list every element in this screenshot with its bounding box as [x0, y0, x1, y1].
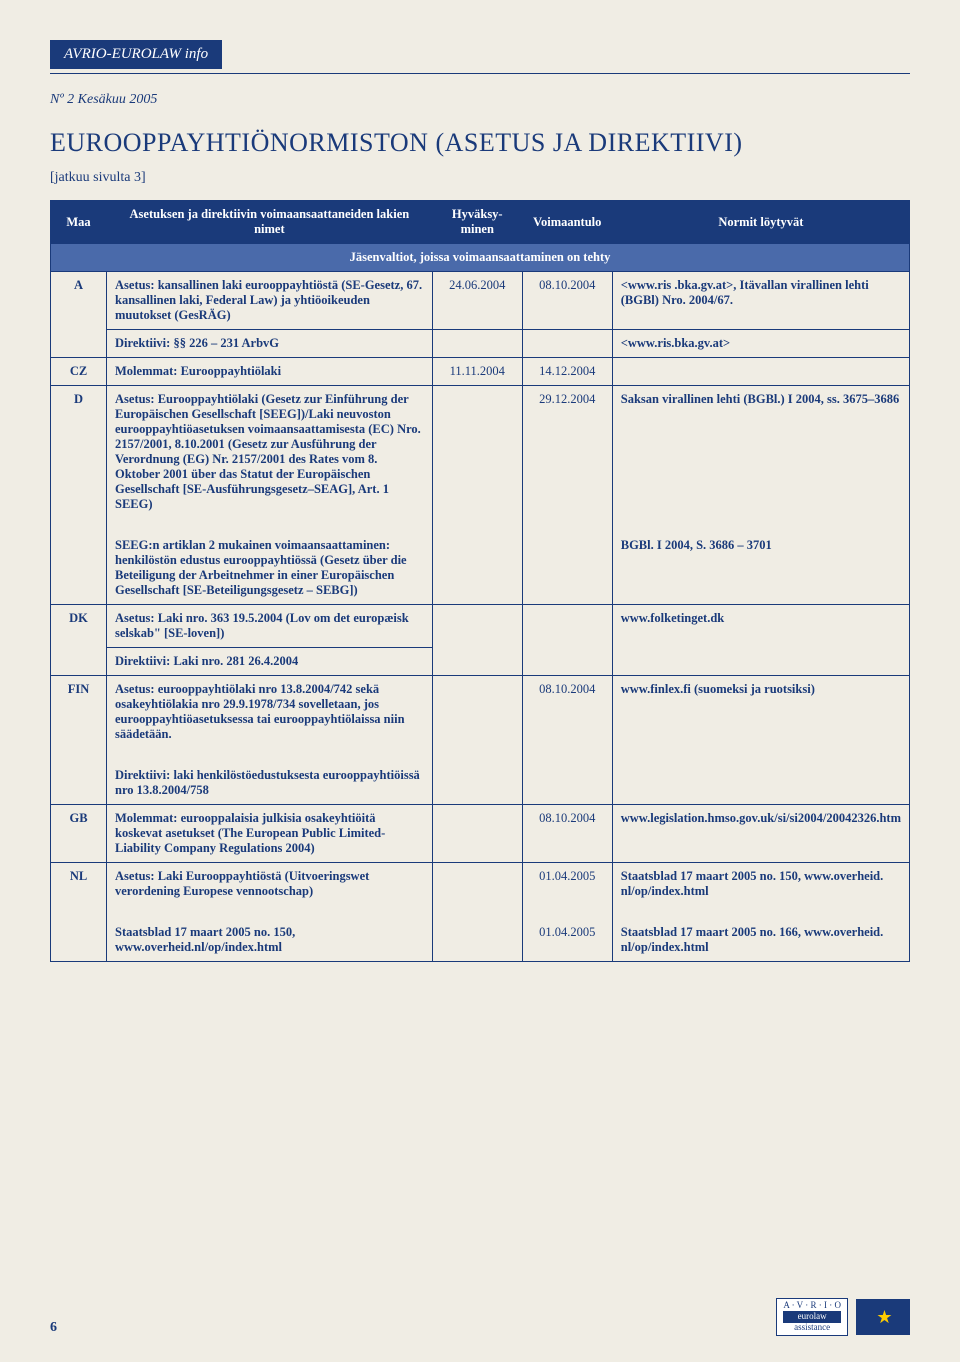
cell-norm: <www.ris.bka.gv.at> — [612, 330, 909, 358]
row-GB: GB Molemmat: eurooppalaisia julkisia osa… — [51, 805, 910, 863]
cell-d1 — [432, 863, 522, 906]
cell-text: Asetus: Eurooppayhtiölaki (Gesetz zur Ei… — [107, 386, 433, 519]
cell-d2: 01.04.2005 — [522, 863, 612, 906]
row-D-asetus: D Asetus: Eurooppayhtiölaki (Gesetz zur … — [51, 386, 910, 519]
cell-d2: 08.10.2004 — [522, 676, 612, 805]
cell-maa: GB — [51, 805, 107, 863]
cell-norm: <www.ris .bka.gv.at>, Itävallan virallin… — [612, 272, 909, 330]
cell-maa: D — [51, 386, 107, 605]
cell-d1 — [432, 805, 522, 863]
th-voimaantulo: Voimaantulo — [522, 201, 612, 244]
cell-norm: Staatsblad 17 maart 2005 no. 166, www.ov… — [612, 919, 909, 962]
cell-d2: 08.10.2004 — [522, 805, 612, 863]
cell-norm: BGBl. I 2004, S. 3686 – 3701 — [612, 532, 909, 605]
row-NL-asetus: NL Asetus: Laki Eurooppayhtiöstä (Uitvoe… — [51, 863, 910, 906]
footer-logos: A · V · R · I · O eurolaw assistance ★ — [776, 1298, 910, 1336]
cell-norm: Staatsblad 17 maart 2005 no. 150, www.ov… — [612, 863, 909, 906]
cell-text: SEEG:n artiklan 2 mukainen voimaansaatta… — [107, 532, 433, 605]
cell-maa: A — [51, 272, 107, 358]
cell-text: Asetus: eurooppayhtiölaki nro 13.8.2004/… — [107, 676, 433, 749]
continued-note: [jatkuu sivulta 3] — [50, 170, 910, 186]
cell-norm: www.legislation.hmso.gov.uk/si/si2004/20… — [612, 805, 909, 863]
cell-text: Staatsblad 17 maart 2005 no. 150, www.ov… — [107, 919, 433, 962]
logo-line: assistance — [783, 1323, 841, 1333]
th-maa: Maa — [51, 201, 107, 244]
logo-line: A · V · R · I · O — [783, 1301, 841, 1311]
avrio-logo: A · V · R · I · O eurolaw assistance — [776, 1298, 848, 1336]
cell-d2 — [522, 330, 612, 358]
row-A-direktiivi: Direktiivi: §§ 226 – 231 ArbvG <www.ris.… — [51, 330, 910, 358]
row-DK-asetus: DK Asetus: Laki nro. 363 19.5.2004 (Lov … — [51, 605, 910, 648]
cell-d1 — [432, 330, 522, 358]
cell-norm: www.finlex.fi (suomeksi ja ruotsiksi) — [612, 676, 909, 805]
cell-d2 — [522, 605, 612, 676]
th-subhead: Jäsenvaltiot, joissa voimaansaattaminen … — [51, 244, 910, 272]
cell-text: Molemmat: Eurooppayhtiölaki — [107, 358, 433, 386]
cell-d2: 08.10.2004 — [522, 272, 612, 330]
cell-maa: CZ — [51, 358, 107, 386]
cell-d2: 29.12.2004 — [522, 386, 612, 519]
cell-text: Direktiivi: laki henkilöstöedustuksesta … — [107, 762, 433, 805]
cell-maa: DK — [51, 605, 107, 676]
cell-d2: 01.04.2005 — [522, 919, 612, 962]
cell-d1: 24.06.2004 — [432, 272, 522, 330]
issue-line: Nº 2 Kesäkuu 2005 — [50, 92, 910, 108]
cell-d2 — [522, 532, 612, 605]
cell-d1 — [432, 676, 522, 805]
legislation-table: Maa Asetuksen ja direktiivin voimaansaat… — [50, 200, 910, 962]
cell-norm — [612, 358, 909, 386]
header-rule — [50, 73, 910, 74]
cell-d1 — [432, 919, 522, 962]
th-normit: Normit löytyvät — [612, 201, 909, 244]
cell-text: Direktiivi: Laki nro. 281 26.4.2004 — [107, 648, 433, 676]
header-brand: AVRIO-EUROLAW info — [50, 40, 222, 69]
row-A-asetus: A Asetus: kansallinen laki eurooppayhtiö… — [51, 272, 910, 330]
cell-maa: FIN — [51, 676, 107, 805]
cell-text: Asetus: Laki Eurooppayhtiöstä (Uitvoerin… — [107, 863, 433, 906]
cell-d1: 11.11.2004 — [432, 358, 522, 386]
th-hyvaksy: Hyväksy-minen — [432, 201, 522, 244]
footer: 6 A · V · R · I · O eurolaw assistance ★ — [50, 1298, 910, 1336]
cell-text: Asetus: kansallinen laki eurooppayhtiöst… — [107, 272, 433, 330]
page-number: 6 — [50, 1320, 57, 1336]
row-FIN-asetus: FIN Asetus: eurooppayhtiölaki nro 13.8.2… — [51, 676, 910, 749]
row-NL-staatsblad: Staatsblad 17 maart 2005 no. 150, www.ov… — [51, 919, 910, 962]
cell-norm: www.folketinget.dk — [612, 605, 909, 676]
page-title: EUROOPPAYHTIÖNORMISTON (ASETUS JA DIREKT… — [50, 128, 910, 158]
th-nimet: Asetuksen ja direktiivin voimaansaattane… — [107, 201, 433, 244]
cell-d2: 14.12.2004 — [522, 358, 612, 386]
cell-maa: NL — [51, 863, 107, 962]
row-spacer — [51, 905, 910, 919]
cell-d1 — [432, 386, 522, 605]
cell-text: Asetus: Laki nro. 363 19.5.2004 (Lov om … — [107, 605, 433, 648]
eu-flag-icon: ★ — [856, 1299, 910, 1335]
row-CZ: CZ Molemmat: Eurooppayhtiölaki 11.11.200… — [51, 358, 910, 386]
cell-text: Direktiivi: §§ 226 – 231 ArbvG — [107, 330, 433, 358]
cell-norm: Saksan virallinen lehti (BGBl.) I 2004, … — [612, 386, 909, 519]
cell-text: Molemmat: eurooppalaisia julkisia osakey… — [107, 805, 433, 863]
cell-d1 — [432, 605, 522, 676]
